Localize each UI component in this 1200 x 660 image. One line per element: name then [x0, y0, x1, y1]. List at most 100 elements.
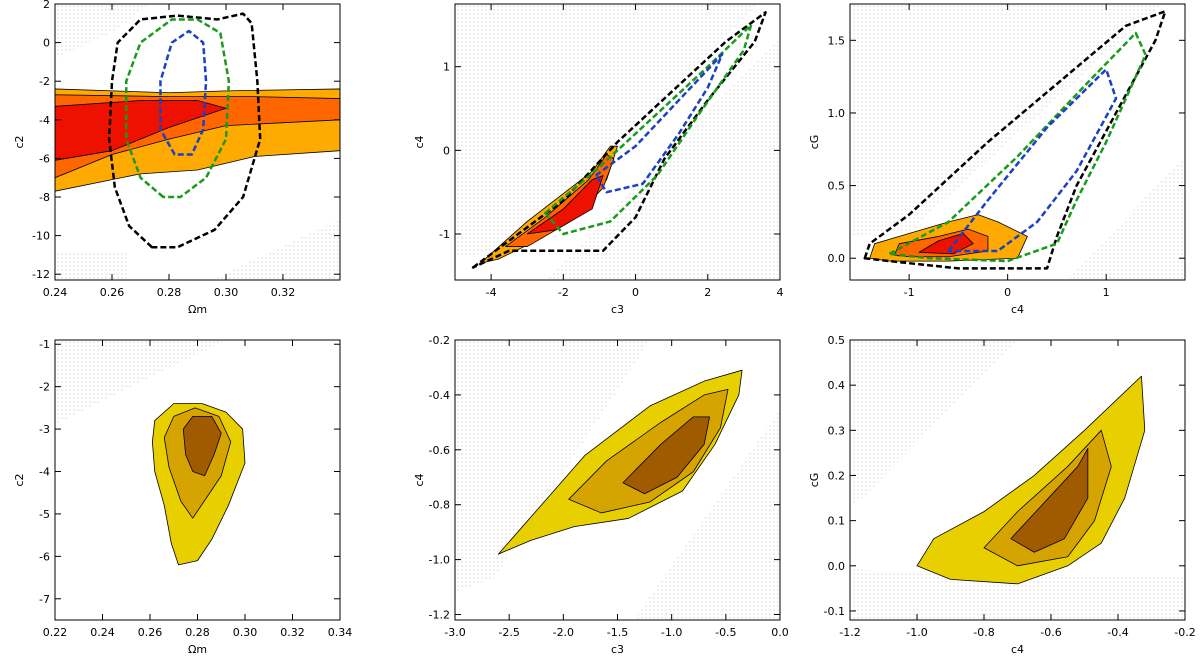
- y-tick-label: -1.0: [429, 554, 450, 567]
- x-tick-label: 0: [1004, 286, 1011, 299]
- filled-contour-middle: [568, 389, 729, 514]
- excluded-region: [850, 340, 1018, 508]
- y-tick-label: -0.1: [824, 605, 845, 618]
- filled-contour-inner: [918, 233, 974, 255]
- plot-frame: [849, 339, 1186, 621]
- dashed-contour: [594, 52, 724, 194]
- x-tick-label: -0.5: [715, 626, 736, 639]
- dashed-contour: [888, 31, 1147, 263]
- y-tick-label: 0.0: [828, 252, 846, 265]
- x-tick-label: 1: [1103, 286, 1110, 299]
- x-tick-label: 0.26: [100, 286, 125, 299]
- x-tick-label: -2.5: [498, 626, 519, 639]
- excluded-region: [55, 4, 150, 60]
- y-tick-label: -2: [39, 75, 50, 88]
- x-tick-label: -4: [486, 286, 497, 299]
- plot-frame: [849, 3, 1186, 281]
- y-tick-label: 0.4: [828, 379, 846, 392]
- filled-contour-inner: [182, 415, 222, 477]
- excluded-region: [211, 219, 340, 280]
- x-tick-label: 0.32: [280, 626, 305, 639]
- excluded-region: [546, 37, 780, 280]
- dashed-contour: [863, 10, 1167, 270]
- excluded-region: [1067, 155, 1185, 280]
- dashed-contour: [107, 12, 262, 249]
- x-tick-label: 0.32: [271, 286, 296, 299]
- x-axis-label: c4: [1011, 303, 1024, 316]
- y-axis-label: cG: [808, 473, 821, 488]
- y-tick-label: -10: [32, 230, 50, 243]
- dashed-contour: [471, 11, 767, 269]
- excluded-region: [455, 4, 758, 258]
- x-tick-label: -0.4: [1107, 626, 1128, 639]
- panel-p3: -1 0 1 0.0 0.5 1.0 1.5 c4 cG: [808, 3, 1186, 316]
- x-tick-label: -0.2: [1174, 626, 1195, 639]
- y-tick-label: -12: [32, 268, 50, 281]
- excluded-region: [55, 340, 226, 424]
- y-tick-label: -8: [39, 191, 50, 204]
- x-tick-label: 0.30: [214, 286, 239, 299]
- y-tick-label: -0.4: [429, 389, 450, 402]
- x-axis-label: Ωm: [188, 643, 207, 656]
- y-tick-label: 0.5: [828, 180, 846, 193]
- x-axis-label: c3: [611, 303, 624, 316]
- x-tick-label: -1: [904, 286, 915, 299]
- y-tick-label: 0: [443, 144, 450, 157]
- filled-contour-outer: [916, 375, 1146, 585]
- panel-p5: -3.0 -2.5 -2.0 -1.5 -1.0 -0.5 0.0 -1.2 -1.0 -0.8 -…: [413, 334, 789, 656]
- y-tick-label: -4: [39, 466, 50, 479]
- y-tick-label: -1.2: [429, 609, 450, 622]
- x-tick-label: 0.26: [138, 626, 163, 639]
- dashed-contour: [159, 29, 208, 156]
- panel-p1: 0.24 0.26 0.28 0.30 0.32 -12 -10 -8 -6 -4 -2 0 2 Ωm c2: [13, 0, 341, 316]
- x-tick-label: -1.5: [607, 626, 628, 639]
- y-tick-label: -4: [39, 114, 50, 127]
- y-tick-label: 0.1: [828, 515, 846, 528]
- y-axis-label: c2: [13, 135, 26, 148]
- y-tick-label: -3: [39, 423, 50, 436]
- x-tick-label: 0: [632, 286, 639, 299]
- panel-grid: 0.24 0.26 0.28 0.30 0.32-12-10-8-6-4-202Ωmc2…: [13, 0, 1196, 656]
- x-tick-label: 0.0: [771, 626, 789, 639]
- excluded-region: [850, 4, 1162, 236]
- dashed-contour: [544, 23, 753, 236]
- y-tick-label: 2: [43, 0, 50, 11]
- filled-contour-inner: [1010, 447, 1089, 553]
- x-tick-label: -2.0: [553, 626, 574, 639]
- x-tick-label: 0.30: [233, 626, 258, 639]
- x-tick-label: 0.24: [90, 626, 115, 639]
- excluded-region: [55, 252, 127, 280]
- plot-frame: [454, 3, 781, 281]
- x-axis-label: c4: [1011, 643, 1024, 656]
- x-tick-label: -1.0: [661, 626, 682, 639]
- x-tick-label: -3.0: [444, 626, 465, 639]
- y-tick-label: 0.3: [828, 424, 846, 437]
- excluded-region: [850, 569, 1185, 620]
- x-tick-label: 4: [777, 286, 784, 299]
- filled-contour-inner: [622, 416, 710, 495]
- y-tick-label: 0: [43, 37, 50, 50]
- y-tick-label: -6: [39, 152, 50, 165]
- x-tick-label: 0.28: [185, 626, 210, 639]
- y-tick-label: 0.5: [828, 334, 846, 347]
- y-tick-label: -2: [39, 381, 50, 394]
- y-tick-label: 1.5: [828, 34, 846, 47]
- y-tick-label: -0.6: [429, 444, 450, 457]
- panel-p6: -1.2 -1.0 -0.8 -0.6 -0.4 -0.2 -0.1 0.0 0.1 0.2 0.3…: [808, 334, 1196, 656]
- y-tick-label: 1: [443, 61, 450, 74]
- dashed-contour: [947, 68, 1118, 253]
- x-tick-label: -1.2: [839, 626, 860, 639]
- filled-contour-inner: [526, 175, 604, 235]
- y-tick-label: -7: [39, 593, 50, 606]
- x-tick-label: -2: [558, 286, 569, 299]
- x-tick-label: 0.28: [157, 286, 182, 299]
- panel-p4: 0.22 0.24 0.26 0.28 0.30 0.32 0.34 -7 -6 -5 -4 -3 -2…: [13, 338, 352, 656]
- y-tick-label: 0.0: [828, 560, 846, 573]
- x-tick-label: 0.22: [43, 626, 68, 639]
- x-tick-label: -0.6: [1040, 626, 1061, 639]
- x-tick-label: -0.8: [973, 626, 994, 639]
- x-tick-label: 0.24: [43, 286, 68, 299]
- y-tick-label: 0.2: [828, 469, 846, 482]
- y-tick-label: -0.8: [429, 499, 450, 512]
